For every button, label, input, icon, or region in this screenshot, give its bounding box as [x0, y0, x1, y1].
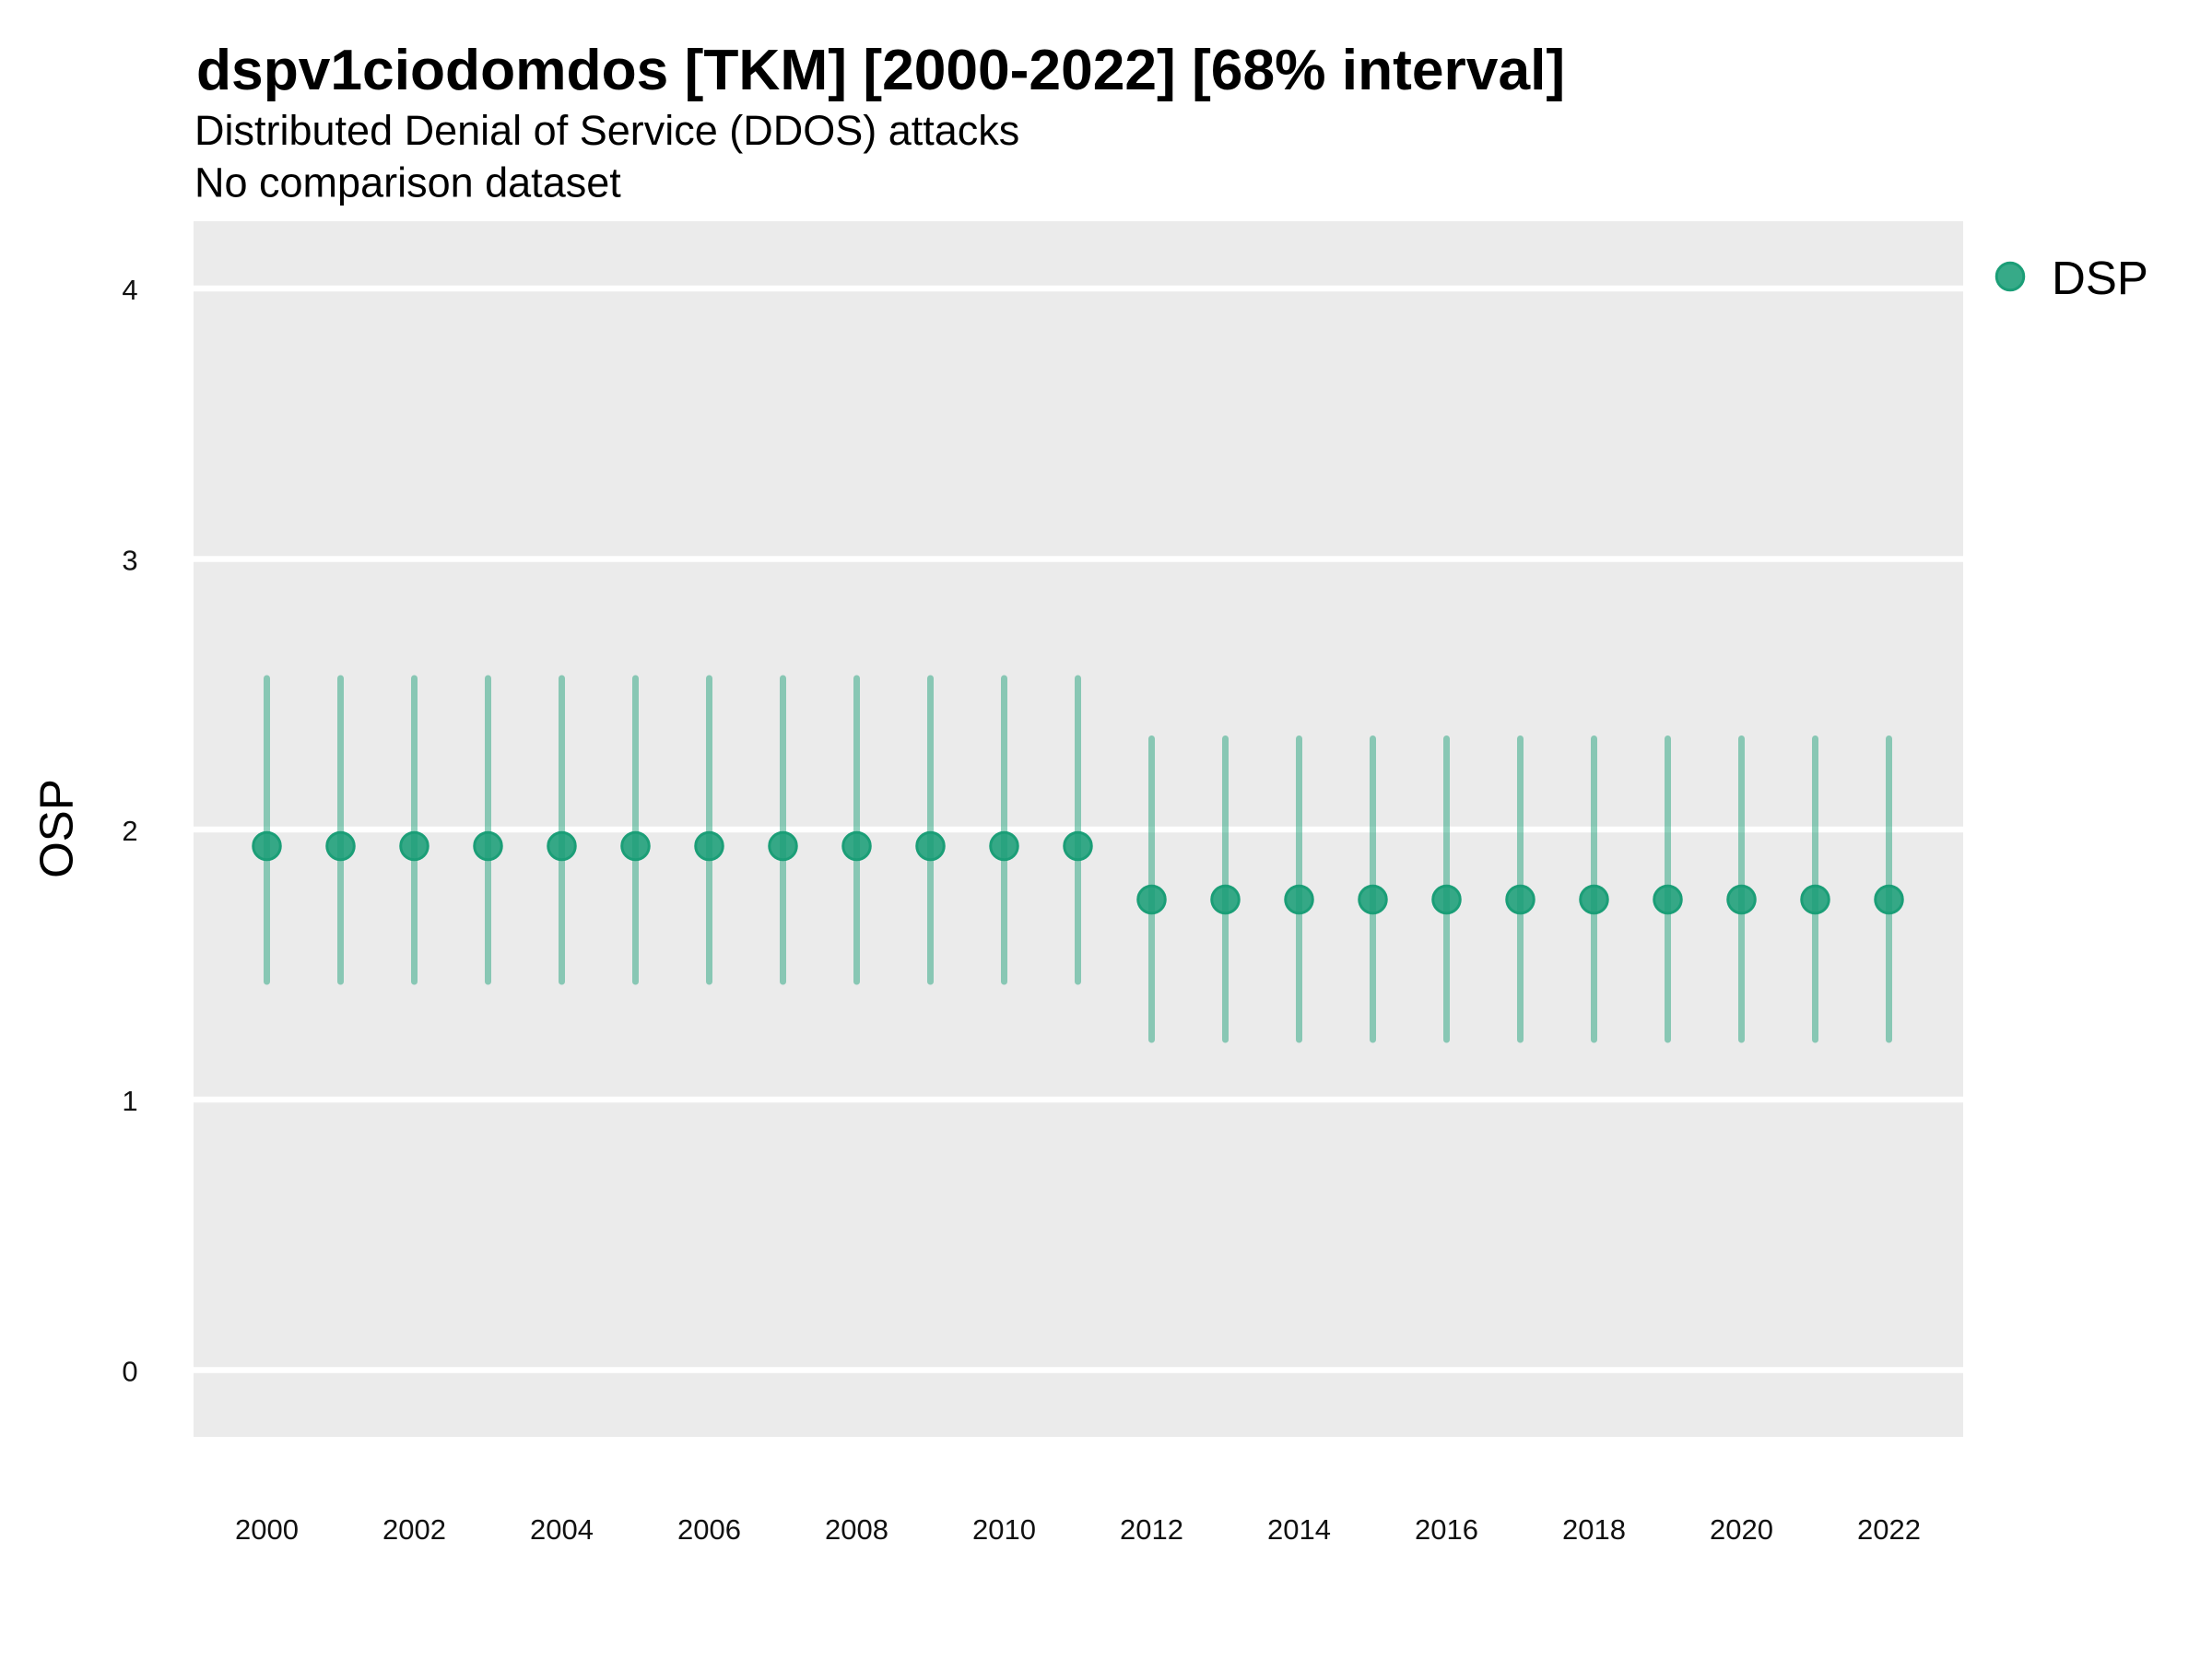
svg-text:1: 1: [122, 1085, 137, 1117]
svg-text:2: 2: [122, 815, 137, 847]
svg-text:2012: 2012: [1120, 1513, 1183, 1546]
svg-text:dspv1ciodomdos [TKM] [2000-202: dspv1ciodomdos [TKM] [2000-2022] [68% in…: [196, 39, 1565, 102]
svg-text:2022: 2022: [1857, 1513, 1921, 1546]
svg-text:2018: 2018: [1562, 1513, 1626, 1546]
svg-text:2008: 2008: [825, 1513, 888, 1546]
svg-text:2016: 2016: [1415, 1513, 1478, 1546]
svg-text:2020: 2020: [1710, 1513, 1773, 1546]
svg-text:2002: 2002: [382, 1513, 446, 1546]
svg-text:3: 3: [122, 545, 137, 577]
svg-text:2014: 2014: [1267, 1513, 1331, 1546]
svg-text:Distributed Denial of Service: Distributed Denial of Service (DDOS) att…: [194, 107, 1019, 154]
svg-text:4: 4: [122, 274, 137, 306]
svg-text:DSP: DSP: [2052, 252, 2148, 304]
svg-text:2004: 2004: [530, 1513, 594, 1546]
svg-text:OSP: OSP: [30, 779, 83, 878]
svg-text:0: 0: [122, 1356, 137, 1388]
svg-text:2006: 2006: [677, 1513, 741, 1546]
svg-text:No comparison dataset: No comparison dataset: [194, 159, 621, 206]
svg-text:2010: 2010: [972, 1513, 1036, 1546]
svg-text:2000: 2000: [235, 1513, 299, 1546]
